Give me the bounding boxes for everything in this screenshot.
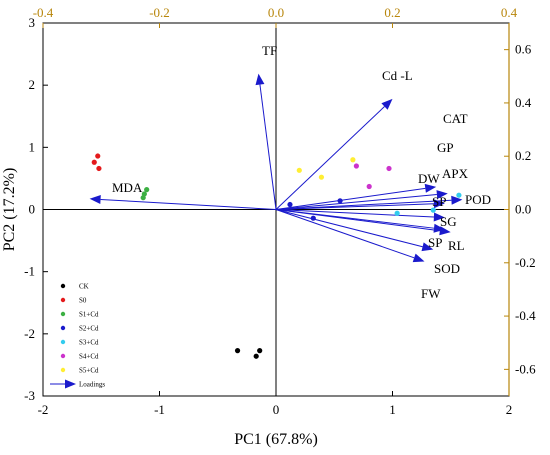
loadings-x-tick-label: -0.4 <box>33 5 54 20</box>
legend-label: CK <box>79 283 89 291</box>
y-axis-title: PC2 (17.2%) <box>1 168 18 252</box>
y-tick-label: -3 <box>24 388 35 403</box>
legend-swatch <box>60 325 66 331</box>
score-point <box>234 348 241 354</box>
score-point <box>257 348 263 354</box>
score-point <box>140 195 146 201</box>
y-tick-label: -1 <box>24 264 35 279</box>
legend-label: S3+Cd <box>79 339 99 347</box>
legend-label: S2+Cd <box>79 325 99 333</box>
score-point <box>386 165 392 172</box>
score-point <box>287 201 293 208</box>
score-points <box>91 153 462 359</box>
loadings-x-tick-label: 0.4 <box>501 5 518 20</box>
x-tick-label: 2 <box>506 402 513 417</box>
loadings-y-tick-label: -0.4 <box>515 308 536 323</box>
loading-label: FW <box>421 286 441 301</box>
score-point <box>394 210 400 216</box>
loadings-x-tick-label: 0.0 <box>268 5 284 20</box>
loading-label: SOD <box>434 261 460 276</box>
loading-arrow-cd-l <box>275 98 393 210</box>
score-point <box>95 153 101 159</box>
score-point <box>366 183 372 190</box>
loading-label: APX <box>442 166 469 181</box>
score-point <box>350 157 356 163</box>
score-point <box>96 165 102 172</box>
legend-swatch <box>60 283 66 289</box>
loading-arrow-sod <box>275 209 434 252</box>
legend: CK S0 S1+Cd S2+Cd S3+Cd S4+Cd S5+Cd Loadings <box>50 283 105 389</box>
score-point <box>296 167 302 173</box>
loading-label: SG <box>440 214 457 229</box>
legend-label: S4+Cd <box>79 353 99 361</box>
x-tick-label: 1 <box>389 402 396 417</box>
x-tick-label: -2 <box>38 402 49 417</box>
loading-label: TF <box>262 43 277 58</box>
x-tick-label: 0 <box>273 402 280 417</box>
loading-arrows <box>89 73 463 263</box>
loadings-y-tick-label: -0.6 <box>515 361 536 376</box>
legend-label: S0 <box>79 297 87 305</box>
loading-label: RL <box>448 238 465 253</box>
score-point <box>144 187 150 193</box>
score-point <box>318 174 325 180</box>
y-tick-label: 2 <box>29 77 36 92</box>
score-point <box>430 207 436 213</box>
loading-labels: TF Cd -L MDA DW APX POD SP SG SP RL SOD FW CAT GP <box>112 43 491 301</box>
score-point <box>353 163 359 169</box>
loading-label: CAT <box>443 111 468 126</box>
legend-loadings-arrow <box>50 379 76 389</box>
loading-label: GP <box>437 140 454 155</box>
legend-swatch <box>60 353 66 359</box>
legend-label: Loadings <box>79 381 105 389</box>
y-tick-label: 1 <box>29 139 36 154</box>
score-point <box>253 353 259 359</box>
loadings-y-tick-label: 0.0 <box>515 202 531 217</box>
loadings-x-tick-label: -0.2 <box>149 5 170 20</box>
loading-label: Cd -L <box>382 68 413 83</box>
score-point <box>310 215 316 221</box>
loading-arrow-mda <box>89 195 277 210</box>
y-axis-ticks: -3 -2 -1 0 1 2 3 <box>24 15 48 403</box>
x-tick-label: -1 <box>154 402 165 417</box>
loading-label: DW <box>418 171 440 186</box>
loadings-y-tick-label: 0.6 <box>515 42 532 57</box>
x-axis-title: PC1 (67.8%) <box>234 431 318 448</box>
loadings-y-tick-label: -0.2 <box>515 255 536 270</box>
legend-swatch <box>60 297 66 303</box>
loading-label: SP <box>432 194 446 209</box>
loadings-y-tick-label: 0.4 <box>515 95 532 110</box>
loadings-y-tick-label: 0.2 <box>515 148 531 163</box>
y-tick-label: 3 <box>29 15 36 30</box>
loading-arrow-sp <box>275 199 445 210</box>
loading-label: POD <box>465 192 491 207</box>
loadings-y-axis-ticks: -0.6 -0.4 -0.2 0.0 0.2 0.4 0.6 <box>504 23 536 396</box>
loadings-x-axis-ticks: -0.4 -0.2 0.0 0.2 0.4 <box>33 5 518 28</box>
loading-label: SP <box>428 235 442 250</box>
loading-arrow-apx <box>275 190 448 210</box>
score-point <box>456 192 462 198</box>
loading-label: MDA <box>112 180 143 195</box>
loadings-x-tick-label: 0.2 <box>384 5 400 20</box>
legend-label: S1+Cd <box>79 311 99 319</box>
score-point <box>337 198 343 204</box>
legend-swatch <box>60 367 66 373</box>
y-tick-label: 0 <box>29 202 36 217</box>
loading-arrow-dw <box>275 183 437 210</box>
loading-arrow-fw <box>275 209 425 263</box>
loading-arrow-tf <box>255 73 277 210</box>
x-axis-ticks: -2 -1 0 1 2 <box>38 391 513 417</box>
loading-arrow-sg <box>275 209 445 222</box>
score-point <box>91 159 97 165</box>
legend-label: S5+Cd <box>79 367 99 375</box>
legend-swatch <box>60 339 66 345</box>
legend-swatch <box>60 311 66 317</box>
y-tick-label: -2 <box>24 326 35 341</box>
loading-arrow-rl <box>275 209 451 236</box>
